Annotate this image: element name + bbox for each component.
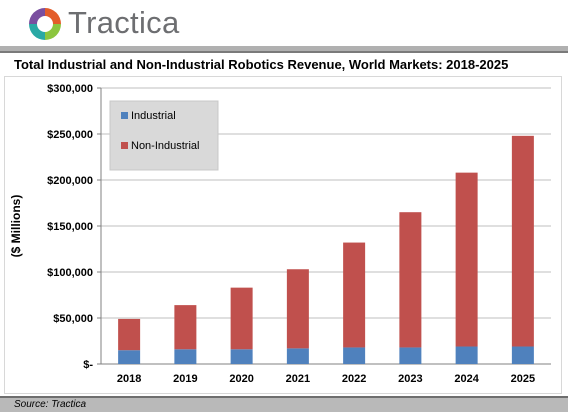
y-tick-label: $50,000: [53, 313, 93, 325]
legend-swatch: [121, 112, 128, 119]
y-tick-label: $300,000: [47, 83, 93, 95]
bar-industrial: [230, 349, 253, 364]
chart-frame: [4, 76, 562, 394]
bar-non-industrial: [399, 212, 422, 348]
bar-industrial: [174, 349, 197, 364]
x-tick-label: 2025: [511, 373, 535, 385]
bar-industrial: [511, 346, 534, 364]
bar-non-industrial: [286, 269, 309, 349]
bar-non-industrial: [118, 318, 141, 351]
brand-name: Tractica: [68, 5, 180, 40]
y-tick-label: $200,000: [47, 175, 93, 187]
bar-industrial: [343, 347, 366, 364]
header-divider: [0, 46, 568, 53]
bar-industrial: [118, 350, 141, 364]
footer-divider: [0, 396, 568, 398]
y-tick-label: $-: [83, 359, 93, 371]
chart-title: Total Industrial and Non-Industrial Robo…: [14, 57, 509, 72]
y-axis-title: ($ Millions): [9, 195, 23, 258]
bar-industrial: [455, 346, 478, 364]
bar-industrial: [399, 347, 422, 364]
tractica-logo-icon: [29, 8, 61, 40]
y-tick-label: $100,000: [47, 267, 93, 279]
y-tick-label: $250,000: [47, 129, 93, 141]
bar-non-industrial: [511, 135, 534, 347]
x-tick-label: 2020: [229, 373, 253, 385]
x-tick-label: 2024: [454, 373, 479, 385]
source-note: Source: Tractica: [14, 399, 87, 410]
bar-non-industrial: [455, 172, 478, 347]
bar-non-industrial: [174, 305, 197, 350]
x-tick-label: 2019: [173, 373, 197, 385]
footer-bar: [0, 396, 568, 412]
x-tick-label: 2022: [342, 373, 366, 385]
legend-swatch: [121, 142, 128, 149]
legend-label: Non-Industrial: [131, 140, 199, 152]
bar-industrial: [286, 348, 309, 364]
x-tick-label: 2023: [398, 373, 422, 385]
bar-non-industrial: [230, 287, 253, 350]
bar-non-industrial: [343, 242, 366, 348]
x-tick-label: 2021: [286, 373, 310, 385]
stacked-bar-chart: $- $50,000 $100,000 $150,000 $200,000 $250,00…: [9, 83, 551, 385]
x-tick-label: 2018: [117, 373, 141, 385]
legend-label: Industrial: [131, 110, 176, 122]
y-tick-label: $150,000: [47, 221, 93, 233]
header: Tractica: [0, 0, 568, 46]
